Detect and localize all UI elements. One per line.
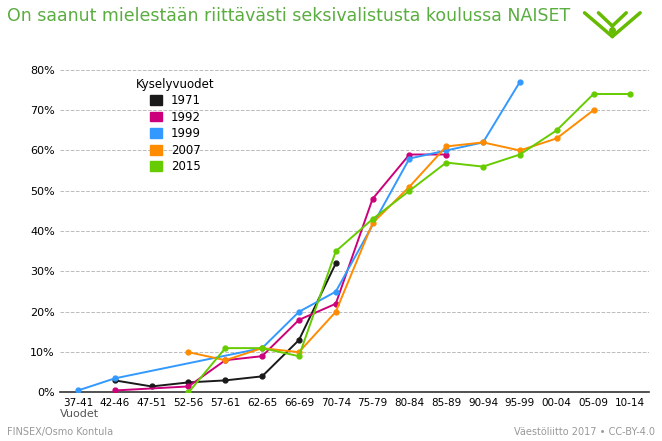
Line: 1971: 1971 [113, 261, 338, 389]
1999 [405, 156, 413, 161]
1992 [369, 196, 377, 202]
1999 [74, 388, 82, 393]
2007 [258, 345, 266, 351]
2015 [553, 127, 561, 133]
1999 [442, 148, 450, 153]
Text: Vuodet: Vuodet [60, 409, 99, 419]
1992 [332, 301, 340, 306]
1992 [258, 354, 266, 359]
2007 [590, 108, 598, 113]
2007 [369, 220, 377, 226]
1992 [111, 388, 118, 393]
2015 [442, 160, 450, 165]
1992 [221, 358, 229, 363]
2007 [185, 350, 193, 355]
1999 [516, 79, 524, 85]
1971 [148, 384, 156, 389]
1971 [111, 378, 118, 383]
2015 [221, 345, 229, 351]
1992 [185, 384, 193, 389]
1971 [185, 380, 193, 385]
2007 [332, 309, 340, 314]
1999 [295, 309, 303, 314]
2015 [258, 345, 266, 351]
1999 [479, 140, 487, 145]
1992 [295, 317, 303, 322]
1992 [442, 152, 450, 157]
1971 [332, 261, 340, 266]
1971 [221, 378, 229, 383]
Line: 1992: 1992 [113, 152, 449, 393]
Line: 2015: 2015 [186, 92, 633, 395]
Line: 2007: 2007 [186, 108, 596, 363]
2015 [479, 164, 487, 169]
2015 [295, 354, 303, 359]
2015 [590, 91, 598, 97]
Text: Väestöliitto 2017 • CC-BY-4.0: Väestöliitto 2017 • CC-BY-4.0 [514, 426, 655, 437]
Text: On saanut mielestään riittävästi seksivalistusta koulussa NAISET: On saanut mielestään riittävästi seksiva… [7, 7, 570, 25]
Text: FINSEX/Osmo Kontula: FINSEX/Osmo Kontula [7, 426, 113, 437]
2015 [185, 390, 193, 395]
2007 [405, 184, 413, 190]
2007 [553, 136, 561, 141]
2015 [405, 188, 413, 194]
2007 [479, 140, 487, 145]
1999 [258, 345, 266, 351]
1999 [111, 376, 118, 381]
2015 [516, 152, 524, 157]
2007 [516, 148, 524, 153]
2015 [626, 91, 634, 97]
1992 [405, 152, 413, 157]
1971 [295, 337, 303, 343]
1971 [258, 374, 266, 379]
2007 [442, 144, 450, 149]
2015 [369, 217, 377, 222]
Line: 1999: 1999 [75, 79, 522, 393]
2015 [332, 249, 340, 254]
2007 [295, 350, 303, 355]
2007 [221, 358, 229, 363]
Legend: 1971, 1992, 1999, 2007, 2015: 1971, 1992, 1999, 2007, 2015 [136, 78, 214, 173]
1999 [332, 289, 340, 294]
